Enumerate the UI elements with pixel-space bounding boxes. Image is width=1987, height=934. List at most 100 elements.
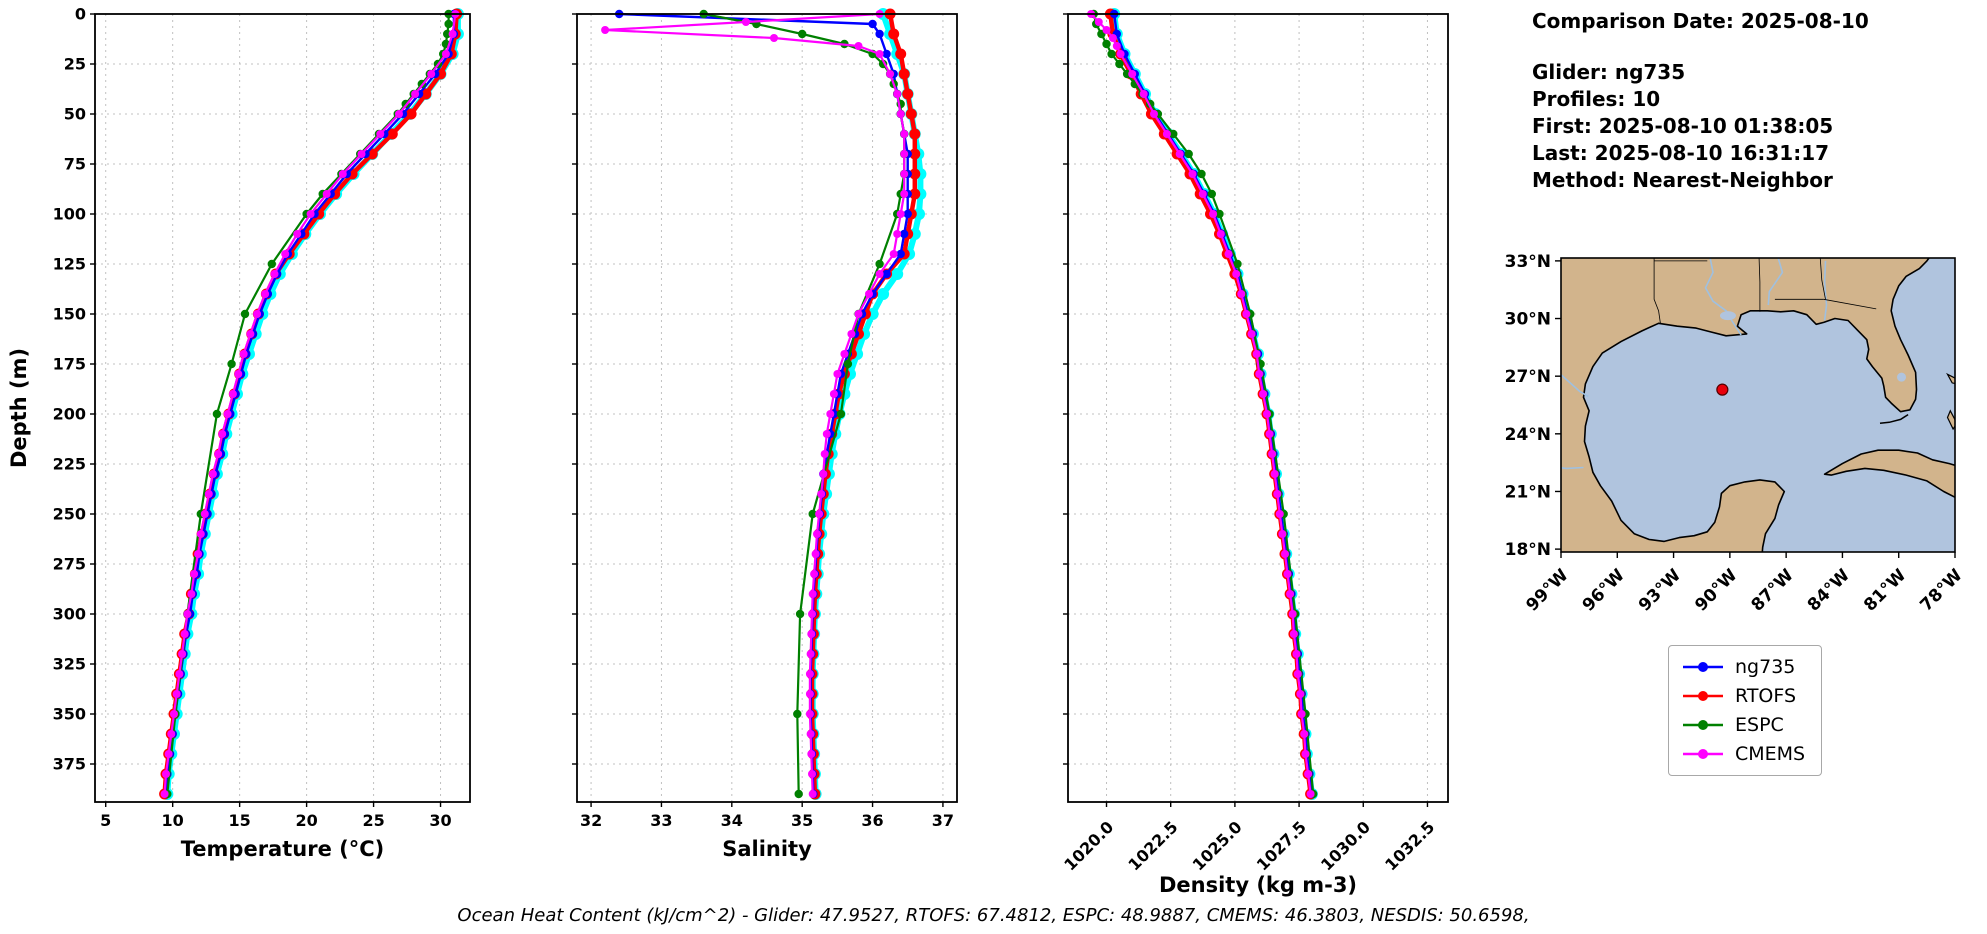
- svg-text:34: 34: [721, 811, 743, 830]
- legend-label: ESPC: [1735, 714, 1784, 736]
- svg-text:175: 175: [53, 355, 86, 374]
- svg-text:36: 36: [861, 811, 883, 830]
- svg-text:225: 225: [53, 455, 86, 474]
- svg-text:37: 37: [932, 811, 954, 830]
- lake-okeechobee: [1897, 372, 1907, 382]
- gulf-of-mexico-map: 33°N 30°N 27°N 24°N 21°N 18°N 99°W 96°W 93°W 90°W…: [1505, 252, 1967, 616]
- legend-line-marker: [1683, 662, 1723, 672]
- svg-text:78°W: 78°W: [1916, 565, 1966, 615]
- svg-text:150: 150: [53, 305, 86, 324]
- last-profile-time-text: Last: 2025-08-10 16:31:17: [1532, 141, 1830, 165]
- svg-text:30: 30: [429, 811, 451, 830]
- map-land: [1561, 258, 1955, 552]
- river: [1561, 466, 1584, 470]
- svg-text:75: 75: [64, 155, 86, 174]
- svg-text:350: 350: [53, 705, 86, 724]
- series-ESPC: [163, 9, 453, 799]
- tick-labels: 32 33 34 35 36 37: [580, 811, 954, 830]
- state-border: [1758, 258, 1761, 312]
- svg-text:18°N: 18°N: [1505, 540, 1551, 560]
- svg-text:15: 15: [229, 811, 251, 830]
- svg-text:87°W: 87°W: [1748, 565, 1798, 615]
- svg-text:300: 300: [53, 605, 86, 624]
- river: [1823, 260, 1828, 321]
- svg-text:25: 25: [362, 811, 384, 830]
- svg-text:125: 125: [53, 255, 86, 274]
- x-axis-label: Density (kg m-3): [1159, 873, 1357, 897]
- svg-text:50: 50: [64, 105, 86, 124]
- cuba-island: [1823, 449, 1955, 499]
- svg-text:1022.5: 1022.5: [1124, 817, 1181, 874]
- glider-id-text: Glider: ng735: [1532, 60, 1686, 84]
- state-border: [1653, 258, 1661, 324]
- svg-text:5: 5: [100, 811, 111, 830]
- svg-text:81°W: 81°W: [1860, 565, 1910, 615]
- svg-text:325: 325: [53, 655, 86, 674]
- svg-text:1032.5: 1032.5: [1381, 817, 1438, 874]
- svg-text:275: 275: [53, 555, 86, 574]
- legend-item-RTOFS: RTOFS: [1681, 685, 1805, 707]
- series-profiles: [806, 8, 927, 800]
- svg-text:93°W: 93°W: [1635, 565, 1685, 615]
- svg-text:21°N: 21°N: [1505, 482, 1551, 502]
- series-profiles: [1108, 8, 1318, 800]
- grid-lines: [577, 13, 957, 802]
- series-CMEMS: [160, 10, 460, 798]
- info-panel: Comparison Date: 2025-08-10 Glider: ng73…: [1532, 8, 1869, 194]
- axis-ticks: [572, 13, 944, 807]
- svg-text:32: 32: [580, 811, 602, 830]
- svg-text:100: 100: [53, 205, 86, 224]
- glider-position-marker: [1716, 383, 1729, 396]
- svg-text:200: 200: [53, 405, 86, 424]
- state-border: [1823, 298, 1877, 310]
- svg-text:96°W: 96°W: [1579, 565, 1629, 615]
- state-border: [1819, 258, 1826, 300]
- series-ESPC: [699, 9, 909, 799]
- series-CMEMS: [601, 10, 909, 798]
- svg-text:99°W: 99°W: [1522, 565, 1572, 615]
- svg-text:20: 20: [295, 811, 317, 830]
- x-axis-label: Temperature (°C): [181, 837, 384, 861]
- svg-text:35: 35: [791, 811, 813, 830]
- x-axis-label: Salinity: [722, 837, 812, 861]
- series-RTOFS: [159, 8, 463, 800]
- series-RTOFS: [1104, 8, 1317, 800]
- legend-label: ng735: [1735, 656, 1796, 678]
- svg-text:27°N: 27°N: [1505, 367, 1551, 387]
- legend-line-marker: [1683, 749, 1723, 759]
- svg-text:25: 25: [64, 55, 86, 74]
- legend-line-marker: [1683, 720, 1723, 730]
- svg-text:250: 250: [53, 505, 86, 524]
- axis-ticks: [1063, 13, 1429, 807]
- series-ESPC: [1089, 9, 1318, 799]
- legend-line-marker: [1683, 691, 1723, 701]
- ohc-caption: Ocean Heat Content (kJ/cm^2) - Glider: 4…: [457, 905, 1530, 926]
- series-profiles: [161, 8, 464, 800]
- axes-frame: [576, 13, 958, 803]
- grid-lines: [1068, 13, 1448, 802]
- density-profile-plot: 1020.0 1022.5 1025.0 1027.5 1030.0 1032.5Dens…: [1060, 8, 1449, 897]
- svg-text:375: 375: [53, 755, 86, 774]
- first-profile-time-text: First: 2025-08-10 01:38:05: [1532, 114, 1834, 138]
- svg-text:33: 33: [650, 811, 672, 830]
- salinity-profile-plot: 32 33 34 35 36 37 Salinity: [572, 8, 958, 861]
- y-axis-label: Depth (m): [7, 348, 31, 468]
- svg-text:10: 10: [162, 811, 184, 830]
- florida-keys: [1879, 413, 1909, 425]
- bahamas-island: [1946, 372, 1955, 385]
- tick-labels: 1020.0 1022.5 1025.0 1027.5 1030.0 1032.5: [1060, 817, 1438, 874]
- grid-lines: [95, 13, 470, 802]
- series-CMEMS: [1087, 10, 1315, 798]
- svg-text:90°W: 90°W: [1691, 565, 1741, 615]
- svg-text:1025.0: 1025.0: [1189, 817, 1246, 874]
- axes-frame: [94, 13, 471, 803]
- svg-text:0: 0: [75, 5, 86, 24]
- svg-text:33°N: 33°N: [1505, 252, 1551, 272]
- legend-label: CMEMS: [1735, 743, 1806, 765]
- svg-text:1020.0: 1020.0: [1060, 817, 1117, 874]
- series-ng735: [615, 9, 912, 799]
- legend-item-CMEMS: CMEMS: [1681, 743, 1805, 765]
- svg-text:1030.0: 1030.0: [1317, 817, 1374, 874]
- legend: ng735 RTOFS ESPC CMEMS: [1668, 645, 1823, 776]
